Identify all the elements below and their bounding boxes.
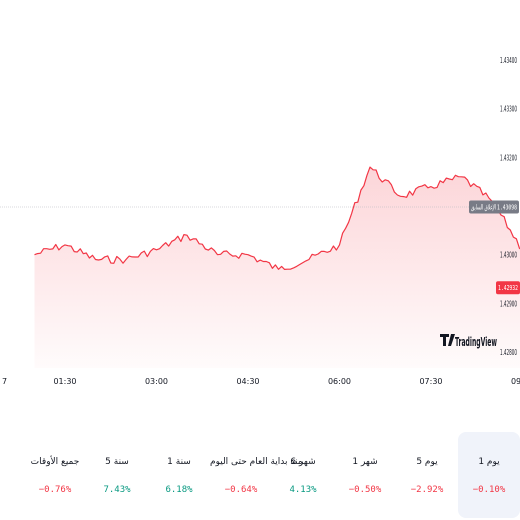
period-change: −0.64% xyxy=(224,485,258,495)
period-label: 5 يوم xyxy=(416,457,438,467)
period-change: −0.10% xyxy=(472,485,506,495)
tradingview-logo-icon xyxy=(440,334,455,346)
previous-close-label: الإغلاق السابق 1.43098 xyxy=(469,200,519,214)
period-change: 6.18% xyxy=(165,485,193,495)
x-tick-label: 04:30 xyxy=(236,377,259,386)
period-tab[interactable]: 1 سنة 6.18% xyxy=(148,432,210,518)
y-tick-label: 1.42800 xyxy=(500,348,517,357)
x-tick-label: 01:30 xyxy=(53,377,76,386)
x-tick-label: 07:30 xyxy=(419,377,442,386)
previous-close-label-text: الإغلاق السابق xyxy=(471,203,496,211)
period-change: 7.43% xyxy=(103,485,131,495)
tradingview-logo-text: TradingView xyxy=(455,335,497,349)
previous-close-value: 1.43098 xyxy=(497,203,517,211)
price-line xyxy=(34,166,520,270)
price-chart[interactable]: 1.43400 1.43300 1.43200 1.43000 1.42900 1.428… xyxy=(0,0,520,400)
current-price-label: 1.42932 xyxy=(496,281,520,295)
period-label: منذ بداية العام حتى اليوم xyxy=(210,457,303,467)
period-tab[interactable]: جميع الأوقات −0.76% xyxy=(24,432,86,518)
y-axis: 1.43400 1.43300 1.43200 1.43000 1.42900 1.428… xyxy=(500,56,517,357)
y-tick-label: 1.43200 xyxy=(500,153,517,162)
previous-close-label-background xyxy=(469,200,519,214)
period-change: −2.92% xyxy=(410,485,444,495)
period-tab[interactable]: منذ بداية العام حتى اليوم −0.64% xyxy=(210,432,303,518)
period-label: 1 سنة xyxy=(167,457,191,467)
period-tab[interactable]: 6 شهر 4.13% xyxy=(272,432,334,518)
y-tick-label: 1.42900 xyxy=(500,299,517,308)
x-tick-label: 09:00 xyxy=(511,377,520,386)
period-label: 5 سنة xyxy=(105,457,129,467)
period-label: 6 شهر xyxy=(290,457,316,467)
period-tab[interactable]: 1 يوم −0.10% xyxy=(458,432,520,518)
period-label: 1 شهر xyxy=(352,457,378,467)
current-price-value: 1.42932 xyxy=(498,284,518,292)
period-tab[interactable]: 1 شهر −0.50% xyxy=(334,432,396,518)
x-tick-label: 7 xyxy=(2,377,7,386)
x-tick-label: 06:00 xyxy=(328,377,351,386)
period-tab[interactable]: 5 يوم −2.92% xyxy=(396,432,458,518)
period-label: جميع الأوقات xyxy=(30,457,80,467)
period-change: −0.50% xyxy=(348,485,382,495)
y-tick-label: 1.43000 xyxy=(500,251,517,260)
price-area-fill xyxy=(34,167,520,368)
period-tab[interactable]: 5 سنة 7.43% xyxy=(86,432,148,518)
period-change: 4.13% xyxy=(289,485,317,495)
x-axis: 701:3003:0004:3006:0007:3009:0010:3012:0… xyxy=(2,377,520,386)
period-selector: 1 يوم −0.10% 5 يوم −2.92% 1 شهر −0.50% 6 شهر 4.… xyxy=(0,432,520,518)
current-price-label-background xyxy=(496,281,520,295)
tradingview-logo: TradingView xyxy=(440,334,497,349)
y-tick-label: 1.43300 xyxy=(500,105,517,114)
x-tick-label: 03:00 xyxy=(145,377,168,386)
period-change: −0.76% xyxy=(38,485,72,495)
period-label: 1 يوم xyxy=(478,457,500,467)
y-tick-label: 1.43400 xyxy=(500,56,517,65)
